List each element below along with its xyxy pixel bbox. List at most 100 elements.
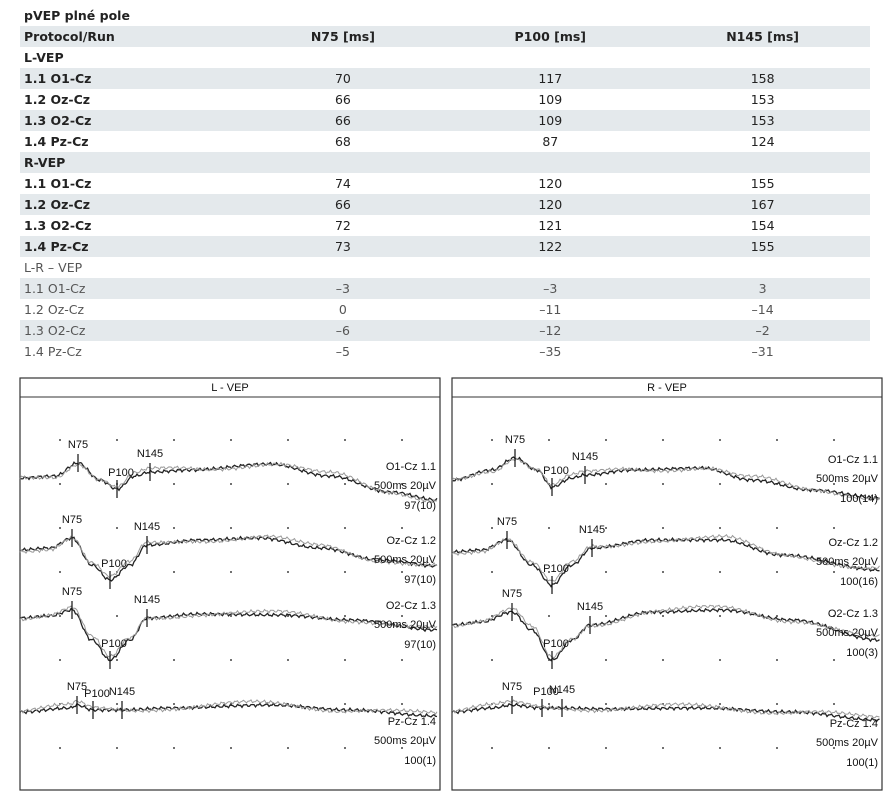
grid-dot: [230, 571, 232, 573]
grid-dot: [491, 615, 493, 617]
table-row: R-VEP: [20, 152, 870, 173]
peak-label: N75: [497, 516, 517, 528]
peak-label: P100: [84, 688, 110, 700]
grid-dot: [776, 439, 778, 441]
peak-label: P100: [543, 638, 569, 650]
channel-label: Oz-Cz 1.2: [386, 535, 436, 547]
grid-dot: [833, 571, 835, 573]
column-header: N145 [ms]: [655, 26, 870, 47]
grid-dot: [287, 483, 289, 485]
grid-dot: [59, 439, 61, 441]
run-label: 1.1 O1-Cz: [20, 68, 241, 89]
waveform: [19, 535, 438, 582]
grid-dot: [59, 615, 61, 617]
grid-dot: [173, 571, 175, 573]
scale-label: 500ms 20µV: [374, 480, 437, 492]
grid-dot: [662, 659, 664, 661]
peak-label: N145: [572, 451, 598, 463]
average-count: 100(1): [404, 755, 436, 767]
peak-label: N75: [502, 681, 522, 693]
grid-dot: [344, 483, 346, 485]
channel-label: Pz-Cz 1.4: [388, 716, 436, 728]
waveform-secondary: [19, 461, 438, 504]
waveform-secondary: [451, 699, 880, 719]
grid-dot: [605, 571, 607, 573]
grid-dot: [662, 571, 664, 573]
grid-dot: [401, 659, 403, 661]
cell-value: 109: [538, 92, 563, 107]
run-label: 1.4 Pz-Cz: [20, 236, 241, 257]
grid-dot: [605, 703, 607, 705]
grid-dot: [287, 615, 289, 617]
grid-dot: [173, 439, 175, 441]
waveform-secondary: [451, 533, 880, 582]
peak-label: N75: [62, 514, 82, 526]
grid-dot: [491, 439, 493, 441]
waveform-secondary: [451, 457, 880, 502]
grid-dot: [230, 527, 232, 529]
grid-dot: [833, 439, 835, 441]
peak-label: N75: [68, 439, 88, 451]
section-label: R-VEP: [20, 152, 870, 173]
panel-title: R - VEP: [647, 382, 687, 394]
grid-dot: [605, 659, 607, 661]
average-count: 97(10): [404, 500, 436, 512]
grid-dot: [662, 439, 664, 441]
peak-label: P100: [533, 686, 559, 698]
cell-value: 153: [655, 110, 870, 131]
grid-dot: [116, 747, 118, 749]
cell-value: 120: [445, 194, 656, 215]
cell-value: 120: [538, 176, 563, 191]
average-count: 100(3): [846, 647, 878, 659]
cell-value: 66: [240, 194, 446, 215]
table-row: 1.1 O1-Cz 74 120 155: [20, 173, 870, 194]
cell-value: –6: [240, 320, 446, 341]
cell-value: 117: [445, 68, 656, 89]
grid-dot: [116, 615, 118, 617]
peak-label: N145: [577, 601, 603, 613]
grid-dot: [719, 659, 721, 661]
cell-value: –2: [655, 320, 870, 341]
grid-dot: [833, 615, 835, 617]
grid-dot: [605, 747, 607, 749]
table-row: L-VEP: [20, 47, 870, 68]
cell-value: 0: [338, 302, 347, 317]
average-count: 97(10): [404, 574, 436, 586]
average-count: 100(16): [840, 576, 878, 588]
grid-dot: [401, 747, 403, 749]
run-label: 1.1 O1-Cz: [20, 278, 241, 299]
table-row: 1.3 O2-Cz –6 –12 –2: [20, 320, 870, 341]
grid-dot: [230, 615, 232, 617]
average-count: 100(1): [846, 757, 878, 769]
peak-label: P100: [543, 465, 569, 477]
grid-dot: [401, 703, 403, 705]
grid-dot: [776, 747, 778, 749]
grid-dot: [116, 439, 118, 441]
peak-label: N75: [505, 434, 525, 446]
cell-value: 122: [445, 236, 656, 257]
grid-dot: [59, 747, 61, 749]
table-row: 1.3 O2-Cz 66 109 153: [20, 110, 870, 131]
table-title: pVEP plné pole: [24, 7, 130, 23]
channel-label: O2-Cz 1.3: [828, 608, 878, 620]
run-label: 1.3 O2-Cz: [24, 218, 92, 233]
grid-dot: [344, 527, 346, 529]
column-header: Protocol/Run: [20, 26, 241, 47]
grid-dot: [344, 571, 346, 573]
peak-label: N145: [134, 521, 160, 533]
average-count: 100(14): [840, 493, 878, 505]
waveform: [451, 537, 880, 588]
grid-dot: [116, 703, 118, 705]
panel-title: L - VEP: [211, 382, 249, 394]
grid-dot: [173, 659, 175, 661]
grid-dot: [401, 527, 403, 529]
scale-label: 500ms 20µV: [374, 735, 437, 747]
grid-dot: [833, 483, 835, 485]
peak-label: N145: [109, 686, 135, 698]
cell-value: 109: [445, 110, 656, 131]
cell-value: 154: [750, 218, 775, 233]
table-row: 1.1 O1-Cz –3 –3 3: [20, 278, 870, 299]
peak-label: N145: [134, 594, 160, 606]
cell-value: –12: [445, 320, 656, 341]
